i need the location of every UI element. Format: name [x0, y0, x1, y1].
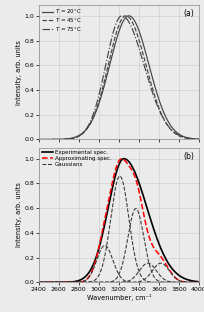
$T$ = 45°C: [177, 134, 180, 138]
Gaussians: [56, 280, 58, 284]
$T$ = 20°C: [38, 138, 40, 141]
Experimental spec.: [198, 280, 200, 284]
$T$ = 75°C: [106, 56, 108, 60]
$T$ = 20°C: [195, 137, 197, 141]
$T$ = 75°C: [65, 137, 68, 141]
Gaussians: [195, 280, 197, 284]
X-axis label: Wavenumber, cm⁻¹: Wavenumber, cm⁻¹: [86, 294, 151, 301]
Gaussians: [38, 280, 40, 284]
Approximating spec.: [198, 280, 200, 284]
$T$ = 20°C: [65, 137, 68, 141]
$T$ = 75°C: [38, 138, 40, 141]
Experimental spec.: [123, 157, 125, 161]
Experimental spec.: [106, 211, 108, 215]
$T$ = 75°C: [177, 133, 180, 137]
Line: Experimental spec.: Experimental spec.: [39, 159, 199, 282]
Gaussians: [65, 280, 68, 284]
Line: Gaussians: Gaussians: [39, 246, 199, 282]
$T$ = 45°C: [38, 138, 40, 141]
$T$ = 20°C: [106, 73, 108, 77]
$T$ = 20°C: [177, 132, 180, 136]
Line: $T$ = 20°C: $T$ = 20°C: [39, 16, 199, 139]
Gaussians: [99, 249, 101, 253]
Approximating spec.: [195, 280, 197, 284]
Approximating spec.: [65, 280, 68, 284]
Legend: $T$ = 20°C, $T$ = 45°C, $T$ = 75°C: $T$ = 20°C, $T$ = 45°C, $T$ = 75°C: [40, 6, 83, 34]
$T$ = 20°C: [198, 137, 200, 141]
Experimental spec.: [65, 280, 68, 284]
Legend: Experimental spec., Approximating spec., Gaussians: Experimental spec., Approximating spec.,…: [40, 149, 113, 168]
Gaussians: [177, 280, 180, 284]
$T$ = 20°C: [128, 14, 130, 18]
$T$ = 45°C: [56, 138, 58, 141]
$T$ = 75°C: [195, 137, 197, 141]
Text: (a): (a): [183, 9, 194, 18]
Approximating spec.: [106, 206, 108, 209]
$T$ = 45°C: [198, 138, 200, 141]
Line: Approximating spec.: Approximating spec.: [39, 159, 199, 282]
$T$ = 45°C: [65, 137, 68, 141]
Experimental spec.: [177, 273, 180, 277]
$T$ = 75°C: [99, 88, 101, 92]
Text: (b): (b): [183, 152, 194, 161]
$T$ = 45°C: [195, 137, 197, 141]
$T$ = 45°C: [99, 95, 101, 99]
Experimental spec.: [56, 280, 58, 284]
$T$ = 45°C: [106, 68, 108, 71]
$T$ = 75°C: [121, 14, 123, 18]
$T$ = 75°C: [56, 138, 58, 141]
Approximating spec.: [38, 280, 40, 284]
Experimental spec.: [99, 242, 101, 246]
Approximating spec.: [177, 278, 180, 282]
Line: $T$ = 75°C: $T$ = 75°C: [39, 16, 199, 139]
$T$ = 20°C: [56, 138, 58, 141]
Line: $T$ = 45°C: $T$ = 45°C: [39, 16, 199, 139]
$T$ = 20°C: [99, 98, 101, 102]
Approximating spec.: [99, 240, 101, 243]
Y-axis label: Intensity, arb. units: Intensity, arb. units: [16, 40, 22, 105]
Approximating spec.: [121, 157, 123, 161]
Experimental spec.: [195, 280, 197, 283]
Y-axis label: Intensity, arb. units: Intensity, arb. units: [16, 183, 22, 247]
$T$ = 75°C: [198, 137, 200, 141]
Gaussians: [198, 280, 200, 284]
$T$ = 45°C: [125, 14, 127, 18]
Experimental spec.: [38, 280, 40, 284]
Gaussians: [106, 245, 108, 249]
Gaussians: [104, 244, 106, 247]
Approximating spec.: [56, 280, 58, 284]
